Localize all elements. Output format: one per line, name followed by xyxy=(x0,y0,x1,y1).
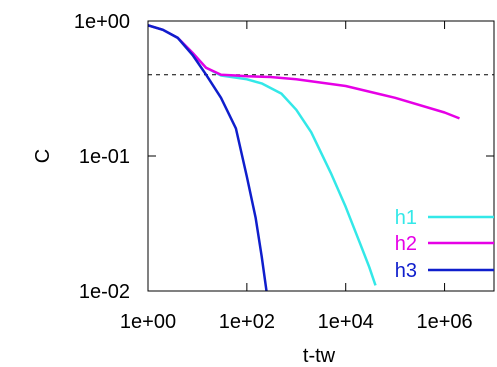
legend-label-h3: h3 xyxy=(395,260,417,282)
legend: h1 h2 h3 xyxy=(395,207,494,282)
series-layer xyxy=(148,24,460,291)
legend-label-h2: h2 xyxy=(395,233,417,255)
y-tick-label: 1e-01 xyxy=(79,146,130,168)
x-tick-label: 1e+00 xyxy=(120,311,176,333)
series-line-h2 xyxy=(148,24,460,120)
y-axis: 1e+00 1e-01 1e-02 xyxy=(74,11,494,303)
series-line-h1 xyxy=(148,24,377,286)
y-tick-label: 1e+00 xyxy=(74,11,130,33)
legend-label-h1: h1 xyxy=(395,207,417,229)
x-tick-label: 1e+04 xyxy=(318,311,374,333)
y-tick-label: 1e-02 xyxy=(79,281,130,303)
x-axis: 1e+00 1e+02 1e+04 1e+06 xyxy=(120,21,473,333)
series-line-h3 xyxy=(148,24,268,291)
x-axis-title: t-tw xyxy=(303,345,336,367)
x-tick-label: 1e+02 xyxy=(219,311,275,333)
y-axis-title: C xyxy=(32,149,54,163)
x-tick-label: 1e+06 xyxy=(416,311,472,333)
